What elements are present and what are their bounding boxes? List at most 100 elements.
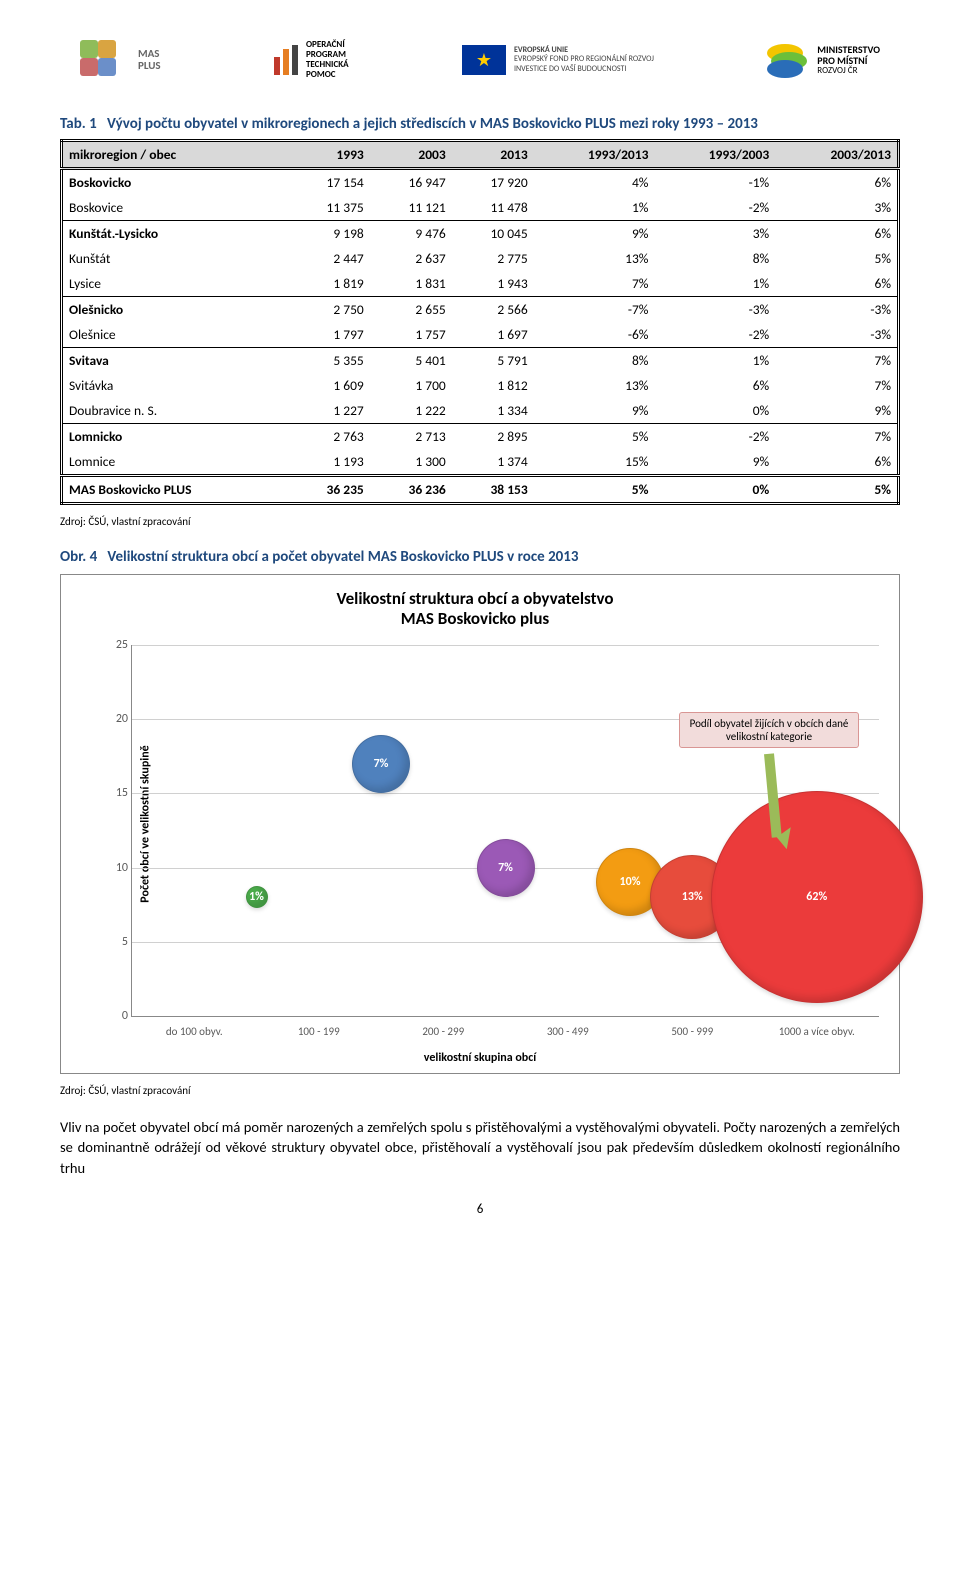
chart-bubble: 7% (352, 735, 410, 793)
table-cell: 9 198 (288, 221, 370, 247)
table-row: Boskovicko17 15416 94717 9204%-1%6% (62, 169, 899, 196)
logo-eu: ★ EVROPSKÁ UNIE EVROPSKÝ FOND PRO REGION… (462, 45, 654, 75)
table-row: Doubravice n. S.1 2271 2221 3349%0%9% (62, 398, 899, 424)
table-cell: -6% (534, 322, 655, 348)
table-cell: 6% (775, 169, 898, 196)
table-cell: 8% (534, 348, 655, 374)
ytick: 10 (100, 861, 128, 875)
table-total-cell: 36 235 (288, 476, 370, 504)
table-total-cell: 5% (775, 476, 898, 504)
table-col-3: 2013 (452, 141, 534, 169)
table-caption-num: Tab. 1 (60, 115, 97, 133)
table-cell: 1 334 (452, 398, 534, 424)
eu-flag-icon: ★ (462, 45, 506, 75)
table-cell: 1% (654, 271, 775, 297)
table-cell: 1 697 (452, 322, 534, 348)
table-header-row: mikroregion / obec1993200320131993/20131… (62, 141, 899, 169)
table-cell: 11 121 (370, 195, 452, 221)
ytick: 5 (100, 935, 128, 949)
table-cell: -2% (654, 195, 775, 221)
table-total-cell: 0% (654, 476, 775, 504)
table-cell: 6% (775, 271, 898, 297)
logo-optp: OPERAČNÍ PROGRAM TECHNICKÁ POMOC (274, 40, 349, 80)
table-cell: 5 791 (452, 348, 534, 374)
xtick: 300 - 499 (547, 1025, 589, 1038)
table-cell: 5% (534, 424, 655, 450)
table-row: Olešnice1 7971 7571 697-6%-2%-3% (62, 322, 899, 348)
table-cell: 9% (654, 449, 775, 476)
table-cell: 1 222 (370, 398, 452, 424)
optp-l4: POMOC (306, 70, 349, 80)
table-cell: -1% (654, 169, 775, 196)
table-cell: 2 566 (452, 297, 534, 323)
chart-bubble: 62% (711, 791, 923, 1003)
optp-text: OPERAČNÍ PROGRAM TECHNICKÁ POMOC (306, 40, 349, 80)
table-cell: 8% (654, 246, 775, 271)
table-col-6: 2003/2013 (775, 141, 898, 169)
table-cell: Kunštát (62, 246, 288, 271)
table-cell: 16 947 (370, 169, 452, 196)
table-cell: -2% (654, 322, 775, 348)
xtick: 200 - 299 (422, 1025, 464, 1038)
table-cell: 1 757 (370, 322, 452, 348)
chart-plot-area: 0510152025do 100 obyv.100 - 199200 - 299… (131, 645, 879, 1017)
page-number: 6 (60, 1202, 900, 1217)
puzzle-icon (80, 40, 130, 80)
figure-source: Zdroj: ČSÚ, vlastní zpracování (60, 1084, 900, 1097)
table-cell: 9% (534, 221, 655, 247)
population-table: mikroregion / obec1993200320131993/20131… (60, 139, 900, 505)
table-row: Boskovice11 37511 12111 4781%-2%3% (62, 195, 899, 221)
table-row: Olešnicko2 7502 6552 566-7%-3%-3% (62, 297, 899, 323)
table-cell: 6% (654, 373, 775, 398)
ytick: 15 (100, 786, 128, 800)
table-row: Svitava5 3555 4015 7918%1%7% (62, 348, 899, 374)
eu-text: EVROPSKÁ UNIE EVROPSKÝ FOND PRO REGIONÁL… (514, 46, 654, 75)
table-total-cell: 5% (534, 476, 655, 504)
body-paragraph: Vliv na počet obyvatel obcí má poměr nar… (60, 1117, 900, 1178)
table-cell: Lysice (62, 271, 288, 297)
swoosh-icon (767, 44, 809, 76)
xtick: 1000 a více obyv. (779, 1025, 855, 1038)
table-col-2: 2003 (370, 141, 452, 169)
chart-bubble: 7% (477, 839, 535, 897)
table-cell: 1 300 (370, 449, 452, 476)
table-cell: 0% (654, 398, 775, 424)
table-col-0: mikroregion / obec (62, 141, 288, 169)
fig-caption-num: Obr. 4 (60, 548, 97, 566)
table-cell: 2 655 (370, 297, 452, 323)
table-cell: 2 763 (288, 424, 370, 450)
table-row: Lysice1 8191 8311 9437%1%6% (62, 271, 899, 297)
table-cell: 5 355 (288, 348, 370, 374)
chart-title: Velikostní struktura obcí a obyvatelstvo… (71, 589, 879, 630)
table-cell: 5 401 (370, 348, 452, 374)
xtick: 100 - 199 (298, 1025, 340, 1038)
table-col-1: 1993 (288, 141, 370, 169)
table-total-cell: 38 153 (452, 476, 534, 504)
table-cell: 2 447 (288, 246, 370, 271)
fig-caption-text: Velikostní struktura obcí a počet obyvat… (107, 548, 578, 566)
chart-bubble: 1% (246, 886, 268, 908)
table-cell: 1 700 (370, 373, 452, 398)
table-body: Boskovicko17 15416 94717 9204%-1%6%Bosko… (62, 169, 899, 504)
table-caption-text: Vývoj počtu obyvatel v mikroregionech a … (107, 115, 758, 133)
logo-mas-text: MAS PLUS (138, 48, 161, 72)
table-cell: Boskovice (62, 195, 288, 221)
ytick: 25 (100, 638, 128, 652)
min-l3: ROZVOJ ČR (817, 66, 880, 76)
table-cell: Doubravice n. S. (62, 398, 288, 424)
header-logo-row: MAS PLUS OPERAČNÍ PROGRAM TECHNICKÁ POMO… (60, 40, 900, 105)
xtick: 500 - 999 (671, 1025, 713, 1038)
ministry-text: MINISTERSTVO PRO MÍSTNÍ ROZVOJ ČR (817, 44, 880, 76)
table-cell: Boskovicko (62, 169, 288, 196)
table-cell: 9 476 (370, 221, 452, 247)
table-cell: 1 227 (288, 398, 370, 424)
table-cell: 13% (534, 246, 655, 271)
table-cell: 17 920 (452, 169, 534, 196)
table-source: Zdroj: ČSÚ, vlastní zpracování (60, 515, 900, 528)
table-cell: 1 819 (288, 271, 370, 297)
table-row: Kunštát.-Lysicko9 1989 47610 0459%3%6% (62, 221, 899, 247)
table-cell: Kunštát.-Lysicko (62, 221, 288, 247)
table-cell: Olešnice (62, 322, 288, 348)
table-cell: Lomnicko (62, 424, 288, 450)
table-cell: 7% (775, 373, 898, 398)
